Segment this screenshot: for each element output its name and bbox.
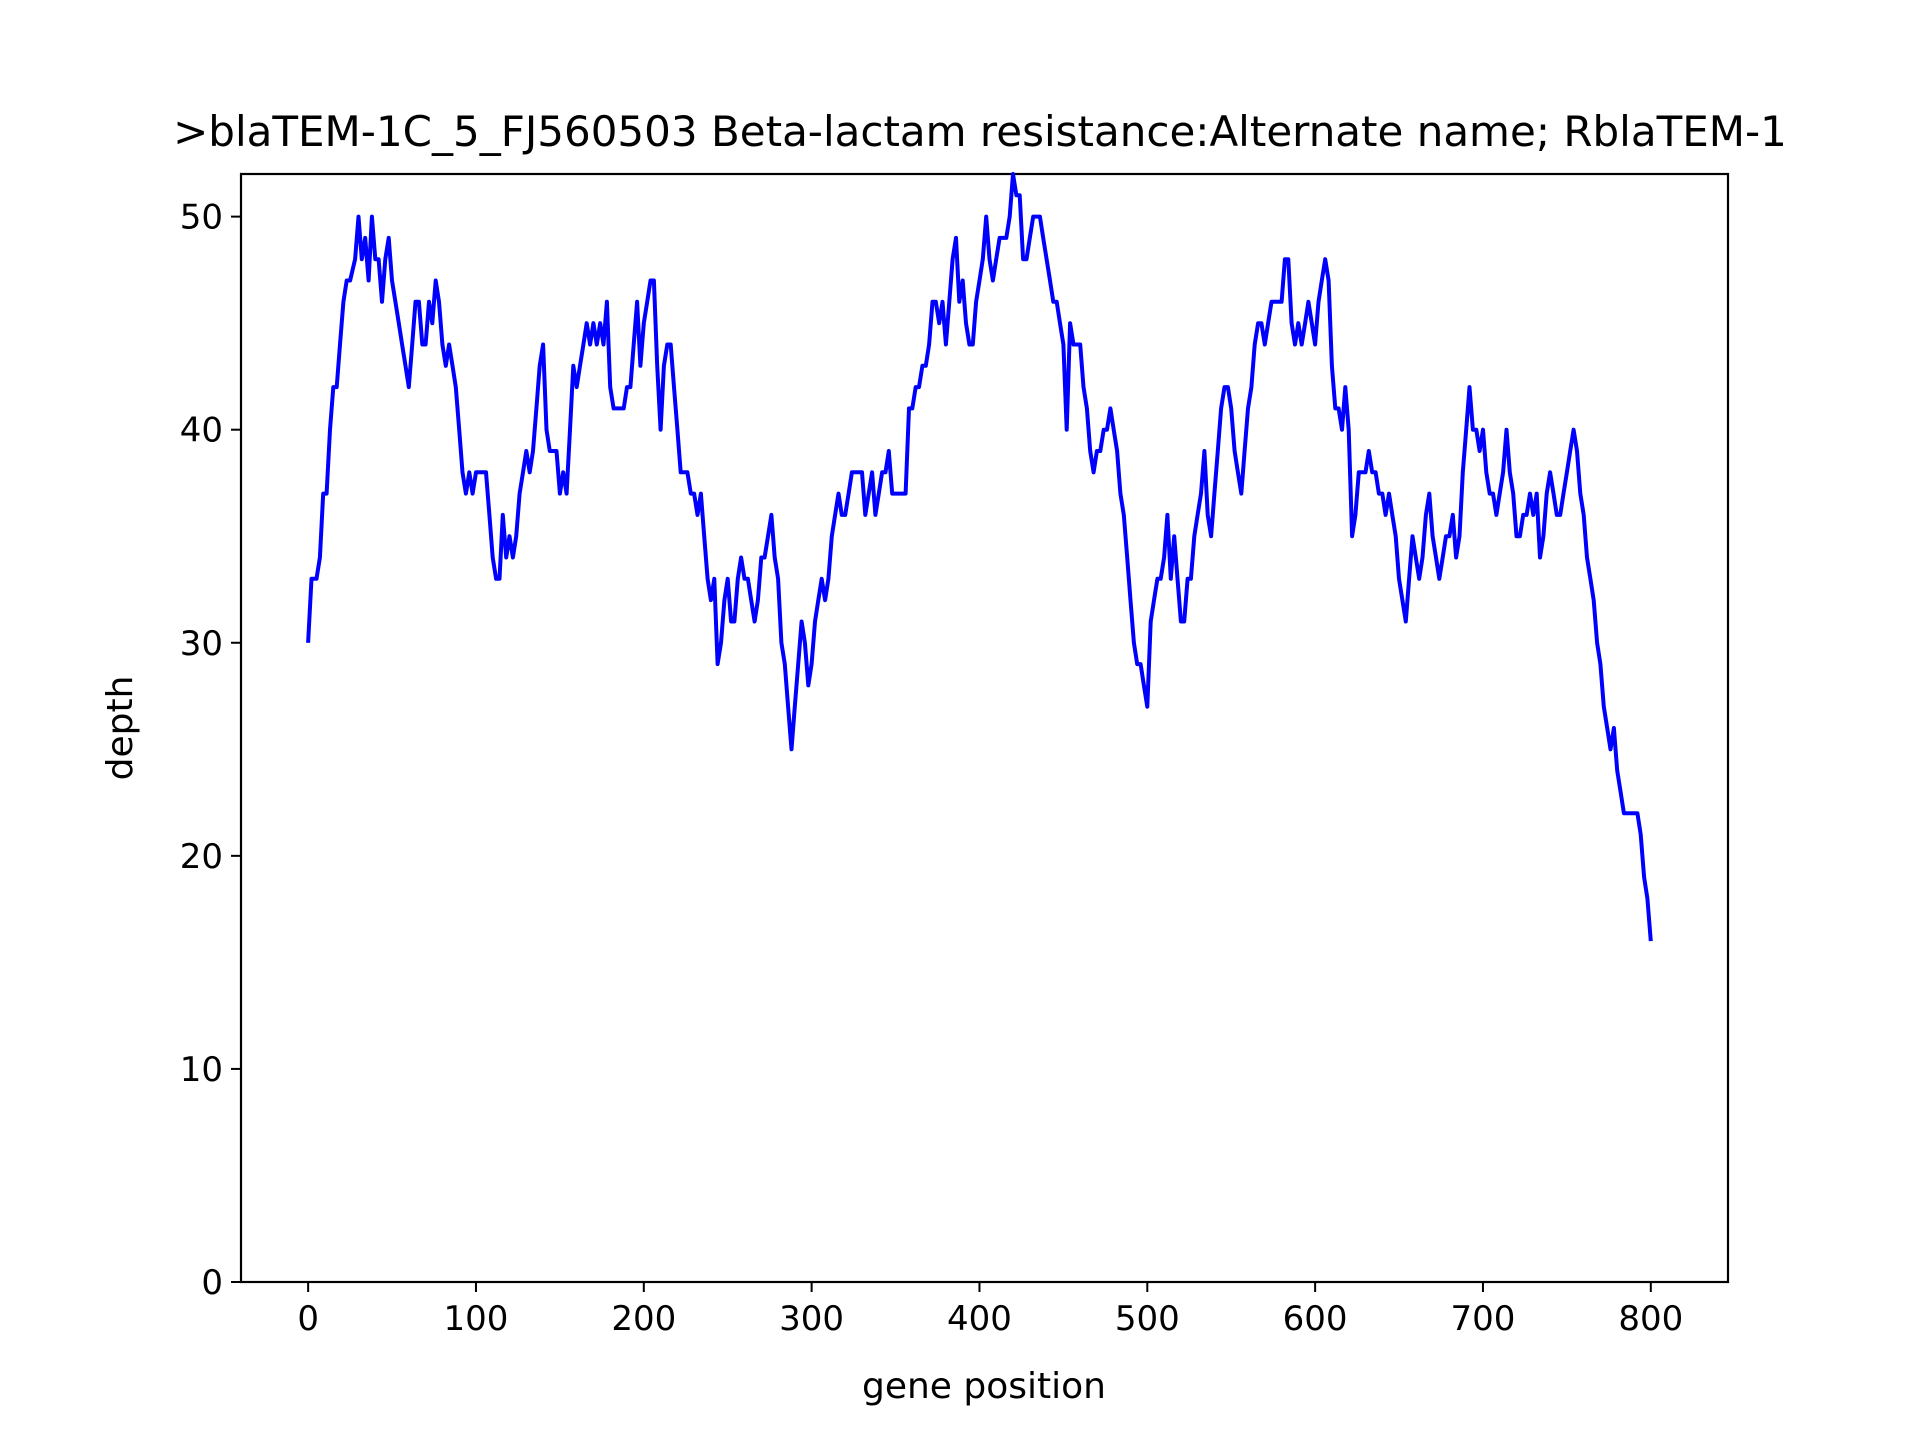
series-layer [306,172,1653,942]
y-tick-label: 10 [180,1050,223,1090]
x-tick-label: 200 [611,1299,676,1339]
x-tick-label: 0 [297,1299,319,1339]
x-tick-label: 500 [1115,1299,1180,1339]
x-tick-label: 300 [779,1299,844,1339]
x-axis-label: gene position [862,1366,1106,1407]
x-tick-label: 600 [1283,1299,1348,1339]
x-tick-label: 800 [1618,1299,1683,1339]
y-tick-label: 20 [180,837,223,877]
y-axis: 0 10 20 30 40 50 [180,198,241,1303]
y-axis-label: depth [100,676,141,781]
plot-area-frame [239,172,1730,1284]
y-tick-label: 0 [201,1263,223,1303]
x-tick-label: 700 [1451,1299,1516,1339]
x-tick-label: 400 [947,1299,1012,1339]
y-tick-label: 50 [180,198,223,238]
x-tick-label: 100 [444,1299,509,1339]
x-axis: 0 100 200 300 400 500 600 700 800 [297,1282,1683,1339]
y-tick-label: 30 [180,624,223,664]
chart-title: >blaTEM-1C_5_FJ560503 Beta-lactam resist… [173,107,1787,156]
y-tick-label: 40 [180,411,223,451]
depth-series-line [306,172,1653,942]
